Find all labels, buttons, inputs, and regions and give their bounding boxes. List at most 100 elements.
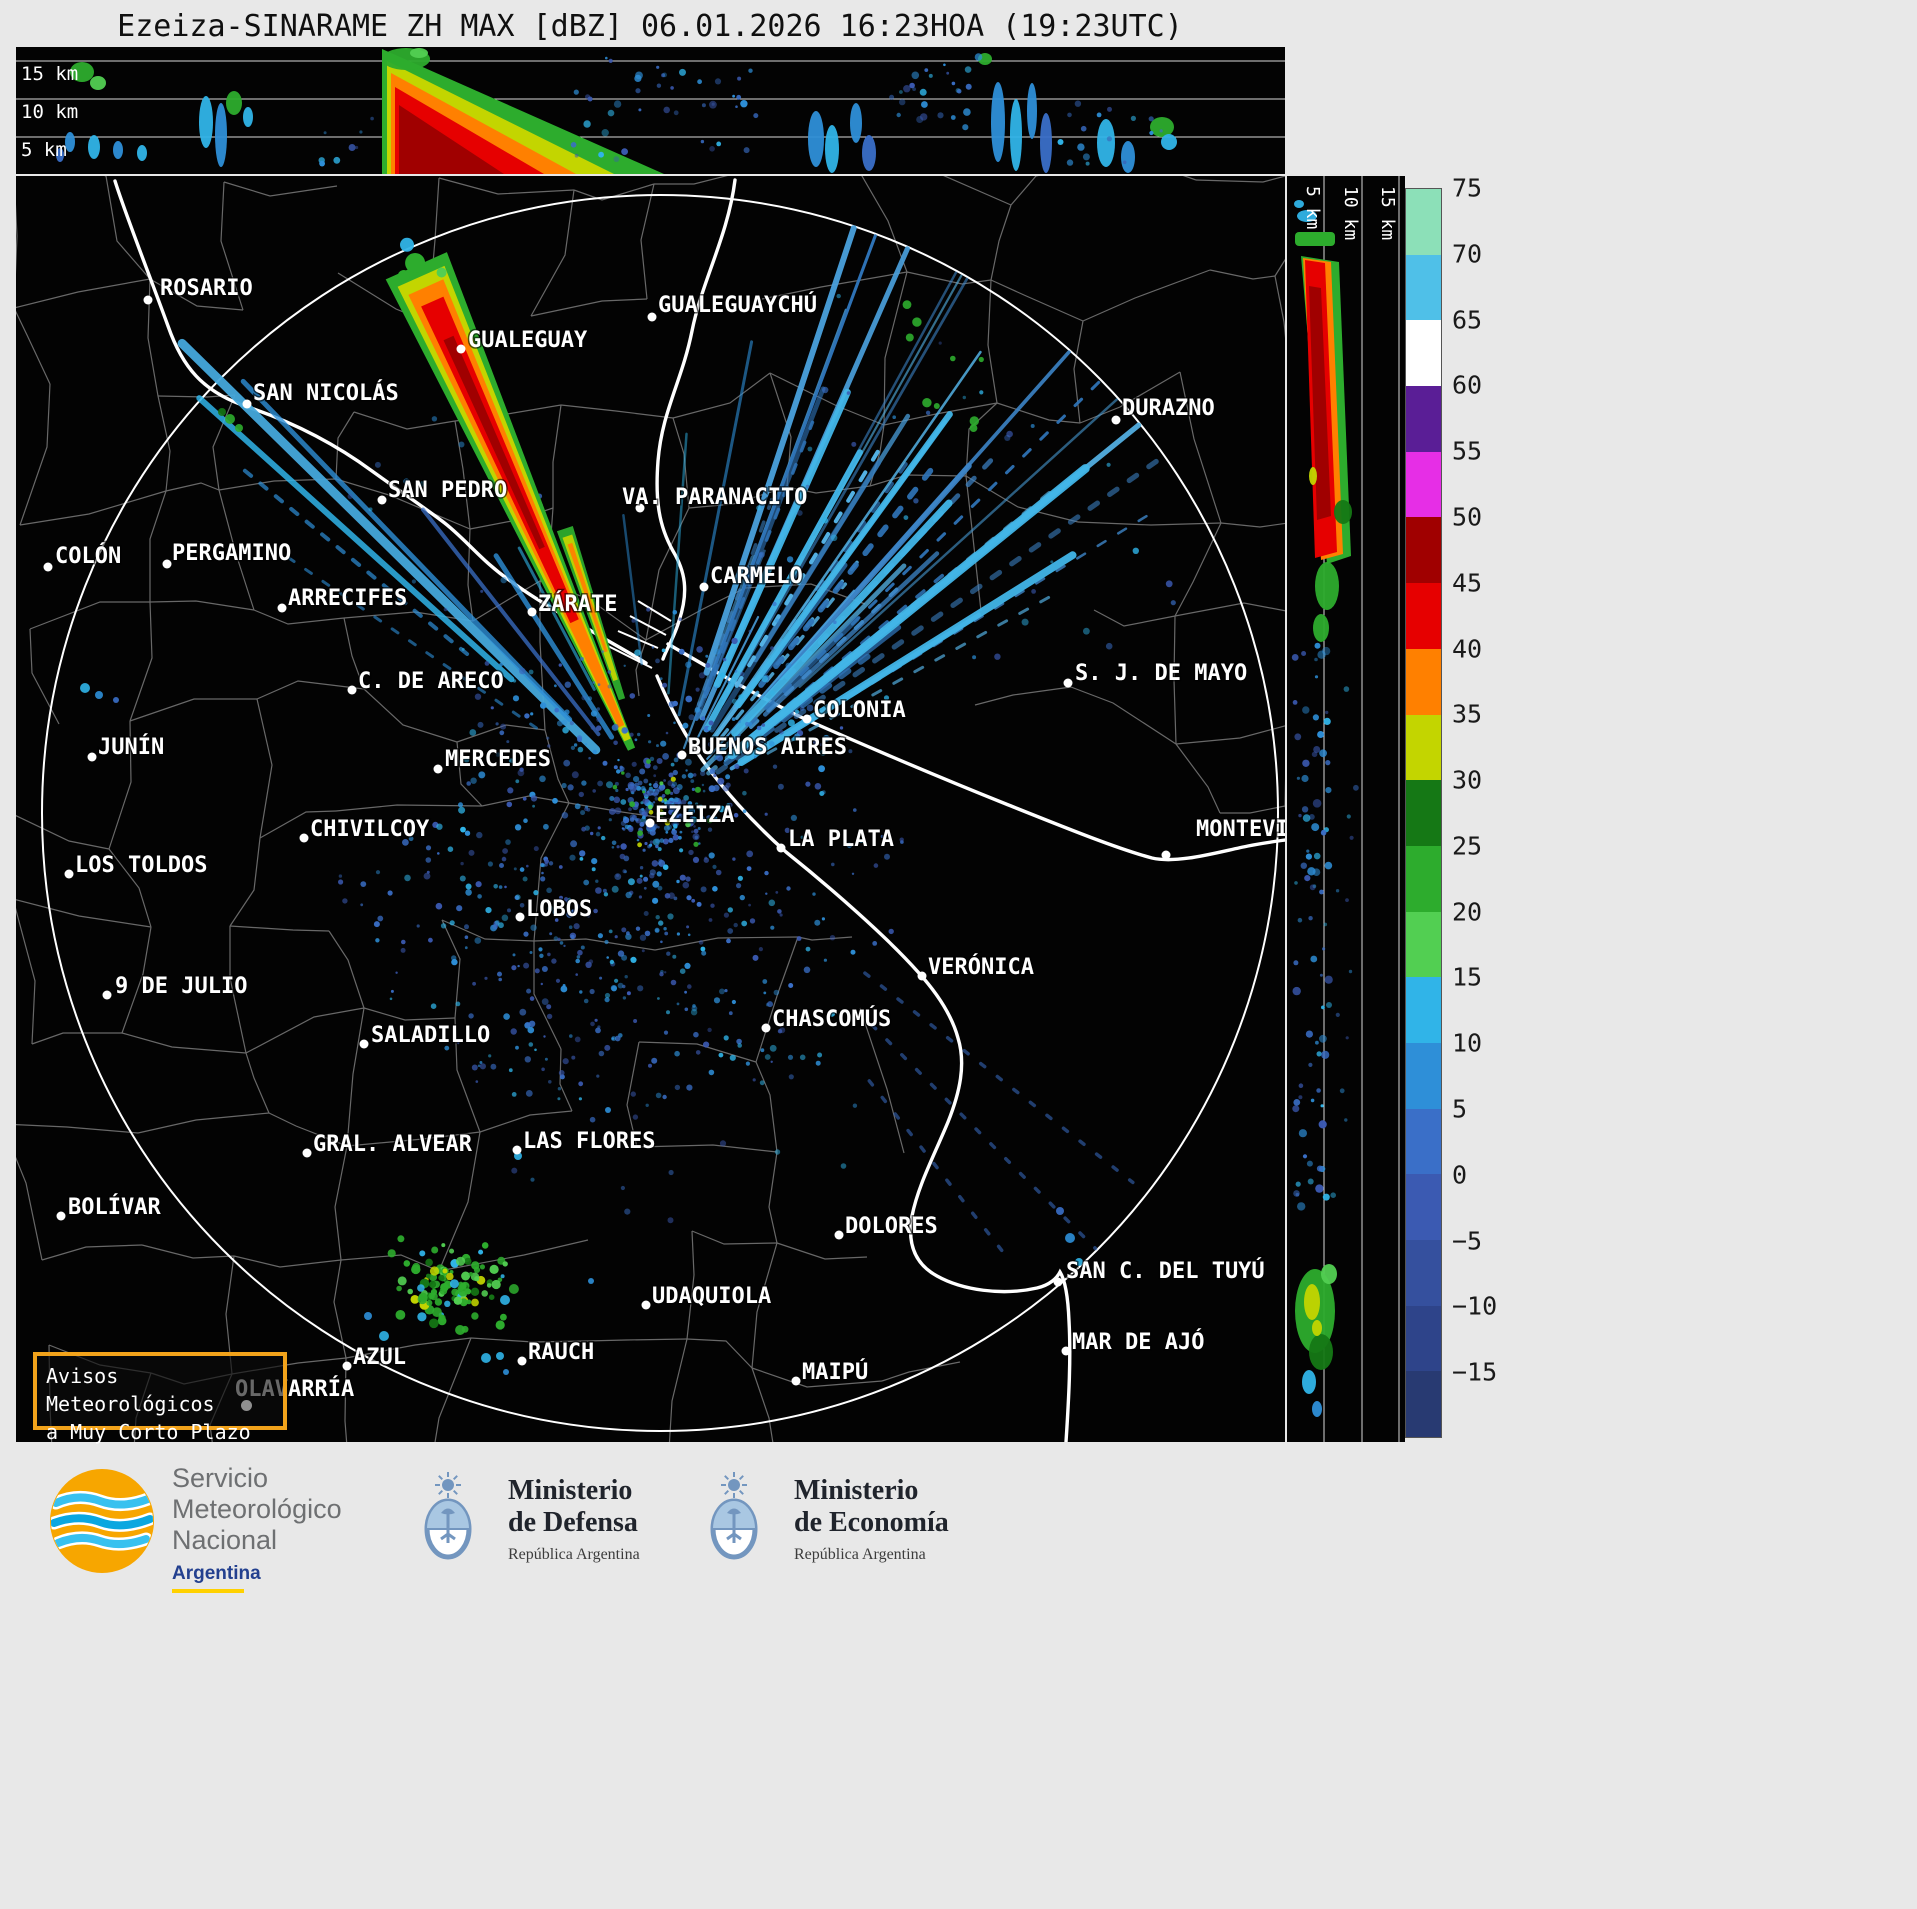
radar-echo-dot xyxy=(561,719,568,726)
radar-echo-dot xyxy=(95,691,103,699)
boundary-line xyxy=(751,1367,774,1442)
boundary-line xyxy=(149,600,255,611)
city-dot xyxy=(645,818,655,828)
radar-echo-dot xyxy=(590,710,598,717)
city-label: CHASCOMÚS xyxy=(772,1006,891,1032)
boundary-line xyxy=(1173,615,1177,745)
radar-echo-dot xyxy=(950,115,956,120)
colorbar-tick: 5 xyxy=(1452,1094,1468,1124)
radar-echo-dot xyxy=(570,142,577,148)
radar-echo-dot xyxy=(658,808,663,813)
radar-echo-dot xyxy=(779,1027,786,1034)
radar-echo-dot xyxy=(701,716,706,721)
radar-echo-dot xyxy=(506,740,510,744)
boundary-line xyxy=(533,938,656,951)
radar-echo-dot xyxy=(466,781,472,786)
radar-echo xyxy=(199,96,213,148)
radar-echo-dot xyxy=(557,1087,562,1091)
radar-echo-dot xyxy=(831,862,835,867)
radar-echo-dot xyxy=(534,968,540,974)
boundary-line xyxy=(229,925,330,932)
radar-echo-dot xyxy=(607,684,612,689)
radar-echo-dot xyxy=(663,106,670,114)
radar-echo-dot xyxy=(686,895,692,901)
city-dot xyxy=(641,1300,651,1310)
radar-echo-dot xyxy=(611,1036,617,1042)
radar-echo-dot xyxy=(648,1063,652,1068)
radar-echo-dot xyxy=(604,939,609,945)
boundary-line xyxy=(363,1007,456,1021)
radar-echo-dot xyxy=(659,677,663,680)
boundary-line xyxy=(129,601,153,722)
radar-echo-dot xyxy=(561,812,569,819)
radar-echo-dot xyxy=(951,81,956,86)
radar-echo-dot xyxy=(803,966,811,974)
radar-echo-dot xyxy=(597,826,601,830)
colorbar-segment xyxy=(1406,1305,1441,1372)
boundary-line xyxy=(636,1144,778,1153)
radar-echo-ray xyxy=(735,411,953,709)
radar-echo xyxy=(1295,232,1335,246)
radar-echo-dot xyxy=(530,1177,535,1182)
radar-echo-dot xyxy=(573,743,578,747)
radar-echo-dot xyxy=(620,799,627,805)
radar-echo-dot xyxy=(707,827,713,832)
radar-echo xyxy=(215,103,227,167)
radar-echo-dot xyxy=(912,87,916,91)
radar-echo-dot xyxy=(764,870,769,876)
radar-echo-dot xyxy=(558,663,562,667)
radar-echo-dot xyxy=(500,576,507,584)
radar-echo-dot xyxy=(772,601,777,607)
colorbar-tick: −5 xyxy=(1452,1226,1483,1256)
radar-echo-dot xyxy=(623,816,627,820)
radar-echo-dot xyxy=(715,869,722,876)
radar-echo-dot xyxy=(707,741,714,748)
radar-echo-dot xyxy=(423,872,431,880)
radar-echo-dot xyxy=(1314,675,1319,679)
radar-echo-dot xyxy=(492,924,498,930)
radar-echo-dot xyxy=(883,695,890,701)
altitude-label: 10 km xyxy=(21,101,78,123)
radar-echo-dot xyxy=(449,1279,459,1289)
radar-echo-dot xyxy=(625,933,632,940)
radar-echo-ray xyxy=(731,499,953,737)
radar-echo-dot xyxy=(601,835,606,841)
radar-echo-dot xyxy=(764,1054,771,1060)
colorbar-tick: 25 xyxy=(1452,831,1483,861)
waterline xyxy=(655,674,1072,1442)
radar-echo-dot xyxy=(574,903,580,910)
radar-echo-dot xyxy=(648,804,653,810)
radar-echo-dot xyxy=(428,937,433,943)
radar-echo-dot xyxy=(664,788,671,795)
radar-echo-dot xyxy=(408,836,414,842)
radar-echo-dot xyxy=(412,1262,421,1271)
footer: Servicio Meteorológico Nacional Argentin… xyxy=(0,1443,1917,1909)
radar-echo-dot xyxy=(635,88,641,94)
radar-echo-dot xyxy=(1077,143,1085,151)
radar-echo-dot xyxy=(669,806,676,813)
radar-echo-dot xyxy=(704,856,708,860)
radar-echo-dot xyxy=(460,826,466,833)
ministry-line2: de Defensa xyxy=(508,1506,638,1538)
colorbar-tick: 70 xyxy=(1452,239,1483,269)
radar-echo-dot xyxy=(723,912,730,918)
radar-echo-dot xyxy=(606,956,609,959)
radar-echo-dot xyxy=(499,863,504,868)
radar-echo-dot xyxy=(548,1080,552,1084)
radar-echo-dot xyxy=(436,267,447,278)
radar-echo-dot xyxy=(387,890,393,896)
radar-echo-dot xyxy=(625,772,631,779)
radar-echo-dot xyxy=(718,1052,724,1058)
radar-echo-dot xyxy=(736,94,742,100)
radar-echo-dot xyxy=(788,983,794,988)
city-dot xyxy=(347,685,357,695)
radar-echo-dot xyxy=(685,695,693,703)
radar-echo-dot xyxy=(633,776,640,783)
radar-echo-dot xyxy=(481,1353,491,1363)
radar-echo-dot xyxy=(633,1019,638,1023)
radar-echo-dot xyxy=(756,505,762,511)
radar-echo-dot xyxy=(459,759,463,764)
radar-echo-ray xyxy=(703,225,857,676)
radar-echo-dot xyxy=(403,1260,411,1267)
radar-echo-ray xyxy=(762,551,940,717)
